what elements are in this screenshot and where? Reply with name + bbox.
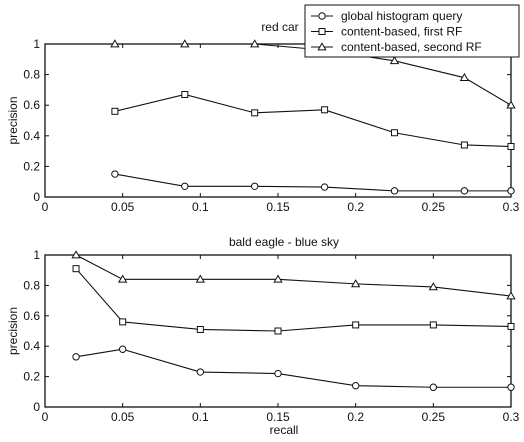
x-axis-label: recall [270, 423, 299, 437]
square-marker [391, 129, 398, 137]
series-circle [72, 345, 515, 391]
y-tick-label: 0.8 [23, 278, 40, 292]
square-marker [321, 106, 329, 114]
chart-title: bald eagle - blue sky [229, 235, 339, 249]
y-tick-label: 0.4 [23, 339, 40, 353]
y-tick-label: 0 [33, 190, 40, 204]
triangle-marker [428, 282, 438, 291]
chart-title: red car [261, 20, 298, 34]
square-marker [352, 321, 360, 329]
square-marker [274, 327, 282, 335]
y-tick-label: 0 [33, 400, 40, 414]
legend: global histogram query content-based, fir… [304, 4, 520, 58]
square-marker [507, 322, 515, 330]
y-axis-label: precision [6, 307, 20, 355]
x-tick-label: 0 [42, 410, 49, 424]
series-square [72, 265, 515, 335]
square-marker [111, 107, 119, 115]
x-tick-label: 0.2 [347, 200, 364, 214]
circle-marker [181, 182, 189, 190]
square-marker [507, 143, 515, 151]
x-tick-label: 0.3 [503, 410, 520, 424]
series-line [75, 254, 512, 297]
circle-marker [320, 183, 329, 191]
square-marker [429, 321, 437, 329]
y-tick-label: 0.6 [23, 309, 40, 323]
circle-marker [251, 182, 259, 190]
y-tick-label: 0.6 [23, 98, 40, 112]
y-tick-label: 0.4 [23, 129, 40, 143]
triangle-marker [351, 279, 361, 288]
triangle-marker [459, 72, 470, 82]
x-tick-label: 0.1 [192, 410, 209, 424]
series-line [114, 93, 512, 148]
series-line [75, 268, 512, 332]
chart-panel-2: 0 0.05 0.1 0.15 0.2 0.25 0.3 0 0.2 0.4 0.6 0.8 1 prec… [6, 235, 520, 437]
chart-panel-1: 0 0.05 0.1 0.15 0.2 0.25 0.3 0 0.2 0.4 0.6 0.8 1 prec… [6, 4, 520, 214]
y-tick-label: 0.2 [23, 159, 40, 173]
triangle-marker [195, 274, 205, 283]
series-triangle [71, 250, 516, 300]
y-tick-label: 1 [33, 37, 40, 51]
triangle-marker [317, 42, 327, 51]
x-tick-label: 0.25 [422, 200, 446, 214]
square-marker [318, 28, 326, 35]
triangle-marker [118, 274, 128, 283]
triangle-marker [180, 39, 190, 48]
y-tick-label: 0.8 [23, 68, 40, 82]
square-marker [460, 141, 468, 149]
series-line [75, 348, 511, 388]
legend-entry: global histogram query [341, 9, 462, 23]
triangle-marker [110, 39, 120, 48]
square-marker [251, 109, 259, 117]
y-axis-label: precision [6, 96, 20, 144]
circle-marker [196, 368, 205, 376]
square-marker [196, 325, 204, 333]
x-tick-label: 0.15 [266, 200, 290, 214]
circle-marker [72, 353, 80, 361]
x-tick-label: 0.3 [503, 200, 520, 214]
triangle-marker [273, 274, 283, 283]
legend-entry: content-based, second RF [341, 40, 482, 54]
circle-marker [118, 345, 127, 353]
x-tick-label: 0.15 [266, 410, 290, 424]
y-tick-label: 1 [33, 248, 40, 262]
x-tick-label: 0.05 [111, 200, 135, 214]
triangle-marker [506, 291, 516, 300]
triangle-marker [71, 250, 81, 259]
series-circle [111, 170, 515, 195]
series-square [111, 90, 515, 151]
circle-marker [390, 187, 399, 195]
x-tick-label: 0.25 [422, 410, 446, 424]
series-line [114, 173, 511, 192]
legend-entry: content-based, first RF [341, 25, 462, 39]
circle-marker [274, 369, 282, 378]
triangle-marker [250, 39, 260, 48]
x-tick-label: 0.2 [347, 410, 364, 424]
square-marker [72, 265, 80, 273]
circle-marker [429, 383, 438, 391]
circle-marker [507, 383, 515, 391]
square-marker [119, 318, 127, 326]
square-marker [181, 90, 189, 98]
x-tick-label: 0.05 [111, 410, 135, 424]
y-tick-label: 0.2 [23, 370, 40, 384]
x-tick-label: 0.1 [192, 200, 209, 214]
circle-marker [111, 170, 119, 178]
triangle-marker [389, 56, 400, 65]
x-tick-label: 0 [42, 200, 49, 214]
circle-marker [318, 12, 326, 20]
triangle-marker [506, 100, 516, 109]
circle-marker [351, 382, 360, 390]
circle-marker [507, 187, 515, 195]
legend-box [304, 4, 520, 58]
circle-marker [460, 187, 469, 195]
